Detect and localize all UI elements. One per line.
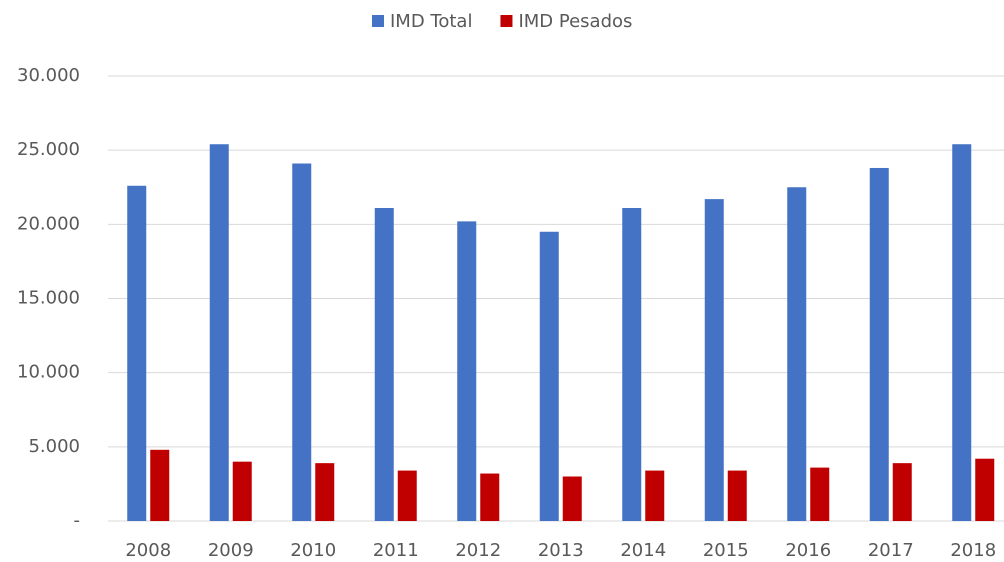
x-tick-label: 2016	[785, 540, 831, 561]
bar	[150, 449, 170, 521]
bar	[892, 463, 912, 521]
x-tick-label: 2018	[950, 540, 996, 561]
bar	[727, 470, 747, 521]
x-tick-label: 2009	[208, 540, 254, 561]
bar	[704, 199, 724, 521]
x-tick-label: 2014	[620, 540, 666, 561]
bar	[315, 463, 335, 521]
bar	[645, 470, 665, 521]
bar	[127, 185, 147, 521]
x-tick-label: 2012	[455, 540, 501, 561]
legend-label: IMD Pesados	[518, 11, 632, 32]
bar	[209, 144, 229, 521]
bar	[810, 467, 830, 521]
bar	[397, 470, 417, 521]
y-tick-label: 20.000	[17, 213, 80, 234]
y-tick-label: 25.000	[17, 139, 80, 160]
x-tick-label: 2017	[868, 540, 914, 561]
bar	[622, 208, 642, 521]
x-tick-label: 2011	[373, 540, 419, 561]
bar	[952, 144, 972, 521]
x-tick-label: 2013	[538, 540, 584, 561]
y-tick-label: 30.000	[17, 65, 80, 86]
legend-swatch	[372, 15, 384, 27]
bar	[292, 163, 312, 521]
y-tick-label: -	[74, 510, 81, 531]
x-tick-label: 2015	[703, 540, 749, 561]
bar	[869, 167, 889, 521]
bar	[374, 208, 394, 521]
legend-label: IMD Total	[390, 11, 472, 32]
bar	[480, 473, 500, 521]
y-tick-label: 15.000	[17, 288, 80, 309]
y-tick-label: 10.000	[17, 362, 80, 383]
bar	[562, 476, 582, 521]
bar	[232, 461, 252, 521]
legend-swatch	[500, 15, 513, 27]
x-tick-label: 2008	[125, 540, 171, 561]
bar	[975, 458, 995, 521]
bar	[787, 187, 807, 521]
bar	[539, 231, 559, 521]
bar	[457, 221, 477, 521]
x-tick-label: 2010	[290, 540, 336, 561]
y-tick-label: 5.000	[28, 436, 80, 457]
